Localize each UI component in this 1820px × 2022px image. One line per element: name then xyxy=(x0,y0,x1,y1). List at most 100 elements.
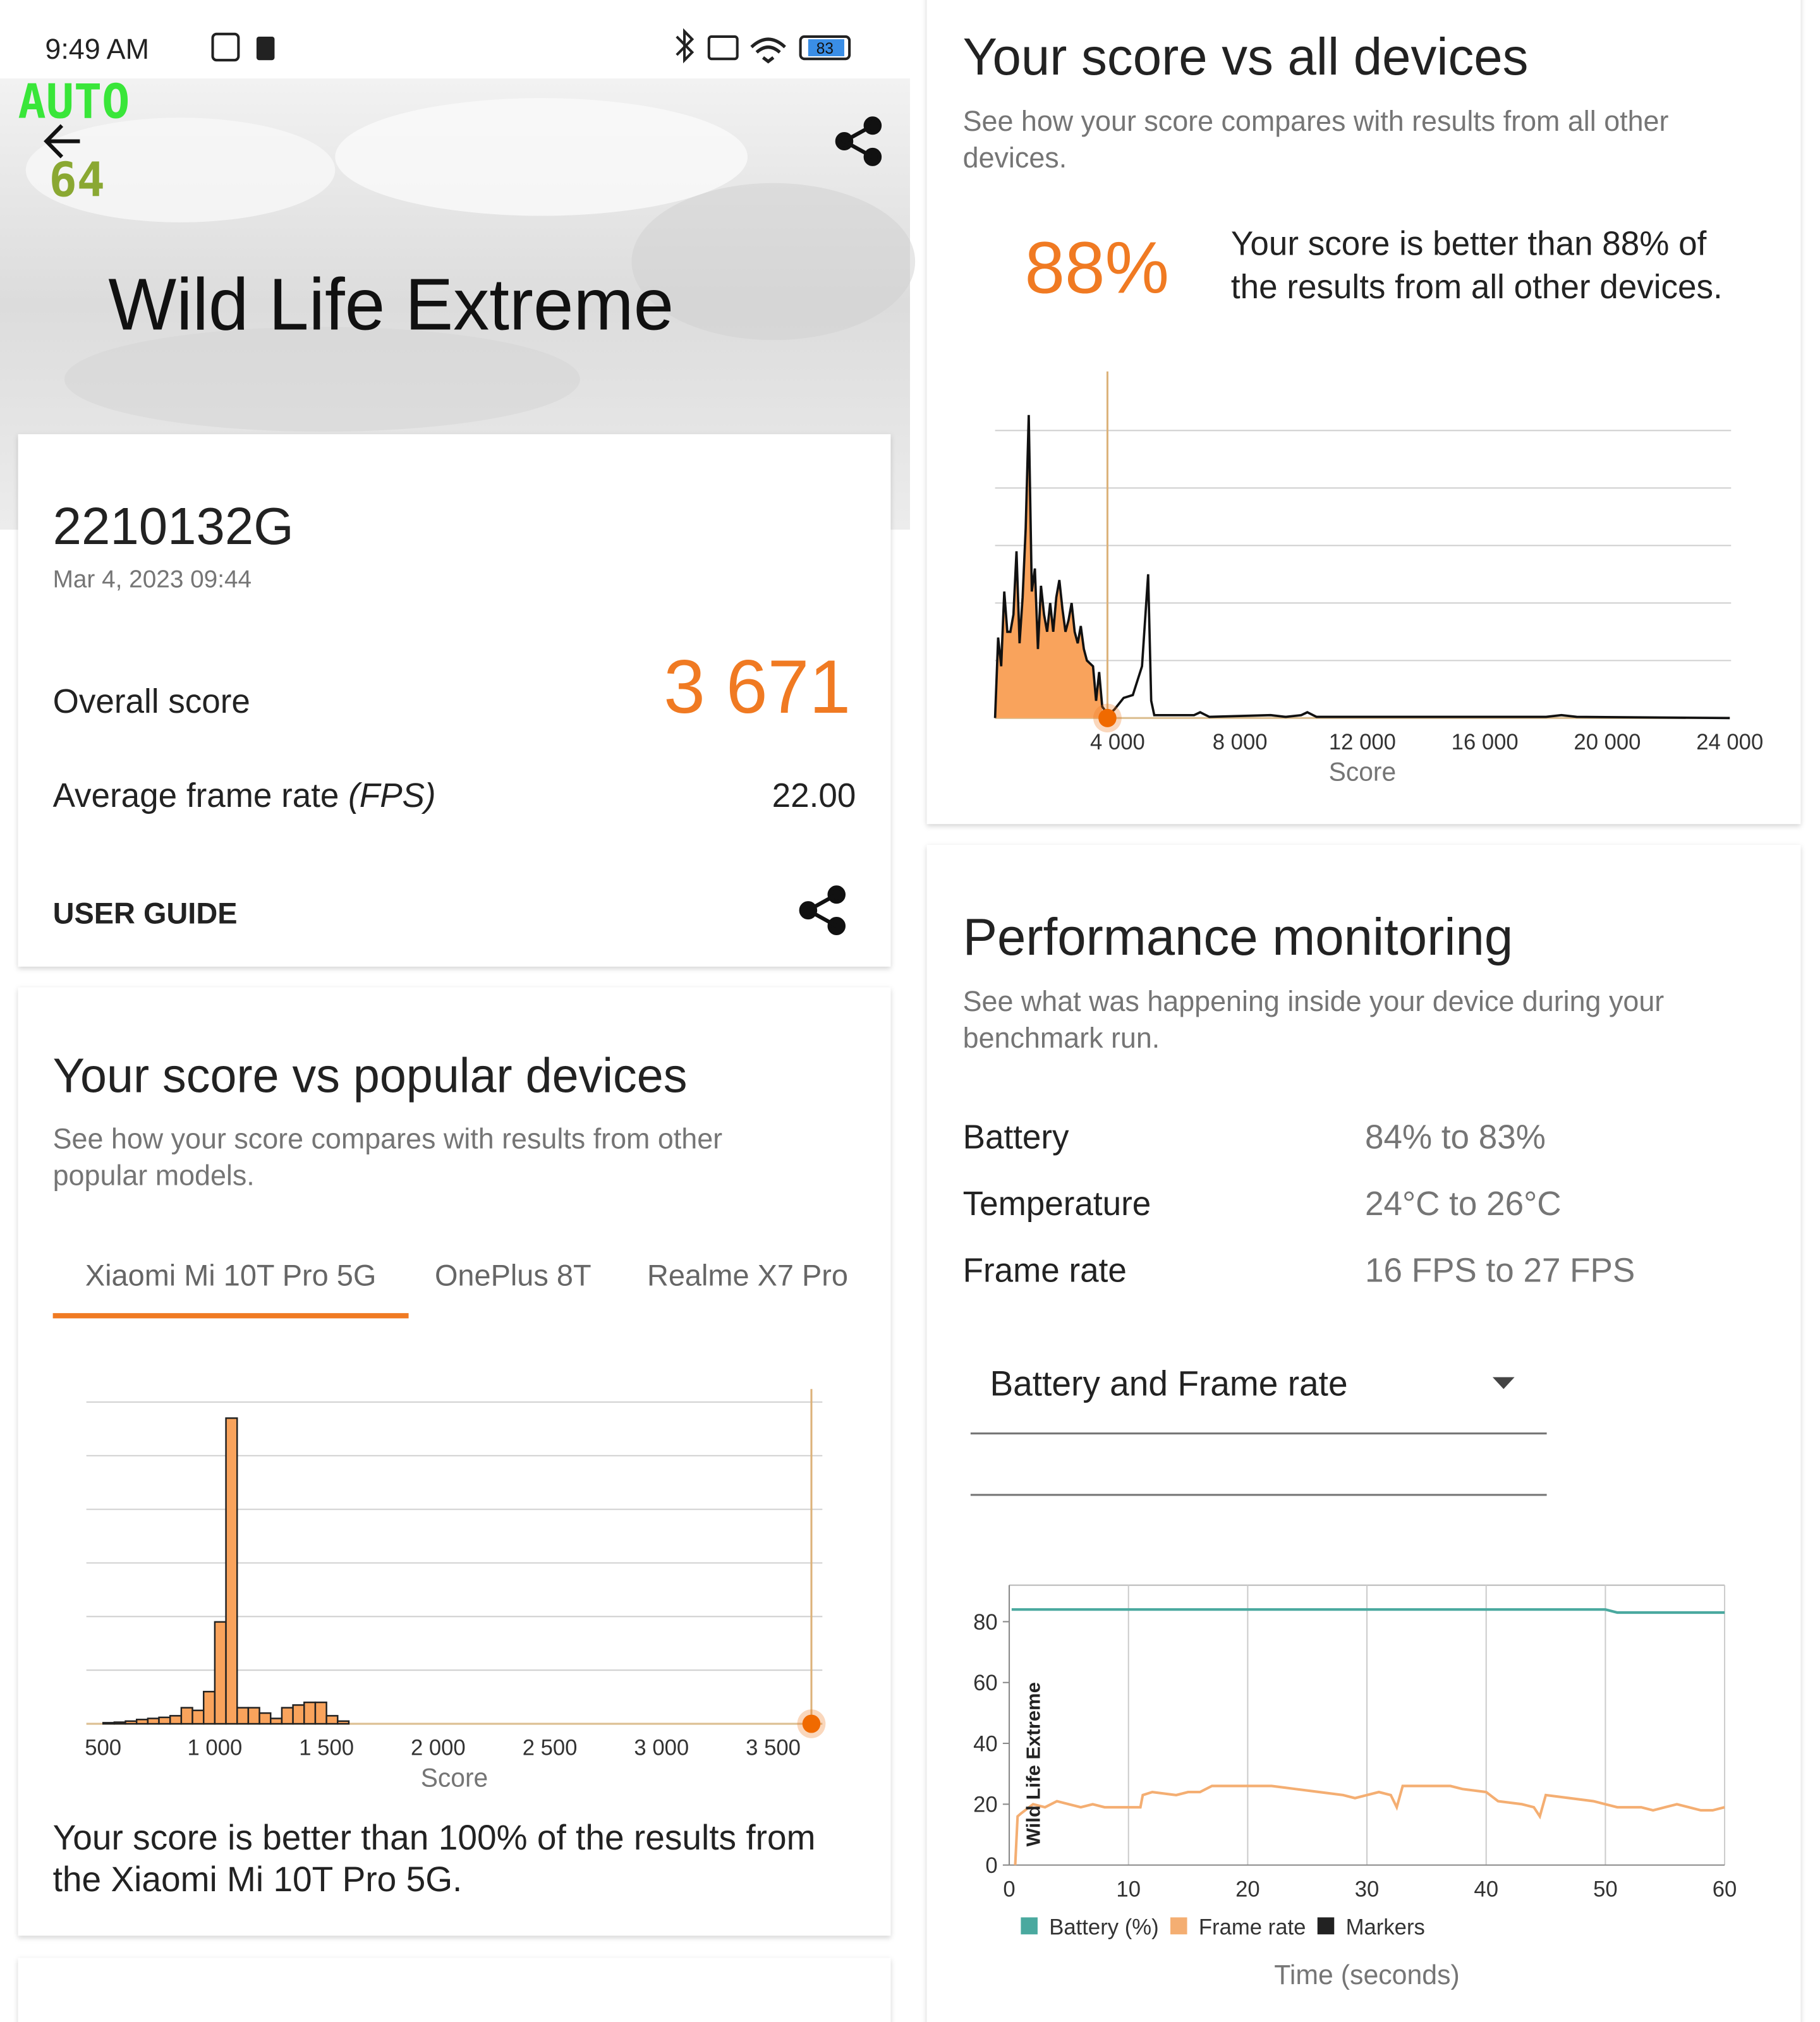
all-devices-summary: Your score is better than 88% of xyxy=(1231,225,1707,262)
x-axis-title: Time (seconds) xyxy=(1274,1960,1459,1990)
monitoring-chart: 0 10 20 30 40 50 60 0 20 40 60 80 Wild Life Extreme B… xyxy=(973,1584,1737,1990)
marker-label: Wild Life Extreme xyxy=(1022,1682,1045,1846)
all-devices-summary: the results from all other devices. xyxy=(1231,269,1723,306)
status-bar: 9:49 AM 83 xyxy=(45,28,851,65)
x-tick-label: 60 xyxy=(1713,1877,1737,1901)
popular-chart: 500 1 000 1 500 2 000 2 500 3 000 3 500 Score xyxy=(85,1389,826,1792)
device-tab[interactable]: Xiaomi Mi 10T Pro 5G xyxy=(85,1259,377,1292)
row-label: Battery xyxy=(963,1118,1069,1156)
bluetooth-icon xyxy=(676,28,695,64)
row-value: 16 FPS to 27 FPS xyxy=(1365,1252,1635,1289)
legend-label: Battery (%) xyxy=(1049,1915,1158,1939)
histogram-bar xyxy=(102,1722,116,1725)
popular-subtitle: See how your score compares with results… xyxy=(53,1122,722,1154)
battery-icon xyxy=(799,35,851,61)
sim-icon xyxy=(707,35,739,61)
score-marker xyxy=(1098,708,1117,727)
sd-icon xyxy=(256,36,275,61)
legend-swatch xyxy=(1170,1917,1187,1935)
row-label: Temperature xyxy=(963,1185,1151,1223)
histogram-bar xyxy=(236,1707,250,1725)
x-tick-label: 3 000 xyxy=(634,1736,689,1760)
x-axis-title: Score xyxy=(421,1763,488,1792)
device-tab[interactable]: Realme X7 Pro xyxy=(647,1259,848,1292)
distribution-line xyxy=(993,415,1730,720)
back-button[interactable] xyxy=(44,124,80,159)
series-line xyxy=(1014,1784,1725,1865)
overall-score: 3 671 xyxy=(664,645,851,729)
device-tab[interactable]: OnePlus 8T xyxy=(435,1259,592,1292)
all-devices-chart: 4 000 8 000 12 000 16 000 20 000 24 000 Score xyxy=(993,371,1763,787)
x-tick-label: 8 000 xyxy=(1213,730,1268,754)
histogram-bar xyxy=(258,1712,272,1725)
histogram-bar xyxy=(325,1715,339,1725)
all-devices-subtitle: devices. xyxy=(963,142,1067,174)
histogram-bar xyxy=(147,1717,160,1725)
x-tick-label: 3 500 xyxy=(746,1736,801,1760)
histogram-bar xyxy=(270,1717,283,1725)
popular-title: Your score vs popular devices xyxy=(53,1049,688,1103)
wifi-icon xyxy=(750,37,786,64)
dropdown-arrow[interactable] xyxy=(1492,1377,1515,1389)
score-marker xyxy=(802,1714,821,1733)
histogram-bar xyxy=(292,1704,305,1725)
overlay-line-2: 64 xyxy=(49,153,105,208)
fps-label: Average frame rate (FPS) xyxy=(53,777,436,814)
row-value: 84% to 83% xyxy=(1365,1118,1546,1156)
x-tick-label: 30 xyxy=(1355,1877,1380,1901)
monitoring-subtitle: See what was happening inside your devic… xyxy=(963,985,1665,1017)
y-tick-label: 80 xyxy=(973,1610,998,1635)
overlay-line-1: AUTO xyxy=(18,75,130,130)
result-card xyxy=(18,434,891,967)
y-tick-label: 60 xyxy=(973,1671,998,1695)
percentile: 88% xyxy=(1024,227,1169,309)
histogram-bar xyxy=(247,1707,260,1725)
y-tick-label: 20 xyxy=(973,1793,998,1817)
y-tick-label: 40 xyxy=(973,1731,998,1756)
histogram-bar xyxy=(202,1690,216,1725)
histogram-bar xyxy=(124,1720,138,1725)
x-tick-label: 2 500 xyxy=(523,1736,578,1760)
y-tick-label: 0 xyxy=(985,1853,997,1878)
next-card xyxy=(18,1958,891,2022)
histogram-bar xyxy=(158,1716,171,1725)
histogram-bar xyxy=(135,1719,149,1725)
monitoring-title: Performance monitoring xyxy=(963,908,1514,966)
share-button[interactable] xyxy=(835,116,882,166)
tab-indicator xyxy=(52,1313,409,1319)
series-line xyxy=(1011,1608,1725,1614)
histogram-bar xyxy=(314,1701,327,1725)
x-tick-label: 16 000 xyxy=(1452,730,1519,754)
legend-swatch xyxy=(1317,1917,1335,1935)
user-guide-button[interactable]: USER GUIDE xyxy=(53,897,238,930)
x-tick-label: 2 000 xyxy=(411,1736,466,1760)
histogram-bar xyxy=(113,1721,126,1725)
popular-card xyxy=(18,987,891,1936)
row-value: 24°C to 26°C xyxy=(1365,1185,1562,1223)
all-devices-title: Your score vs all devices xyxy=(963,28,1529,86)
page-title: Wild Life Extreme xyxy=(108,264,674,346)
area-fill xyxy=(995,415,1103,718)
x-tick-label: 4 000 xyxy=(1090,730,1145,754)
row-label: Frame rate xyxy=(963,1252,1127,1289)
card-share-button[interactable] xyxy=(799,885,846,935)
fps-value: 22.00 xyxy=(772,777,856,814)
x-tick-label: 1 000 xyxy=(188,1736,243,1760)
x-tick-label: 10 xyxy=(1116,1877,1141,1901)
legend-label: Frame rate xyxy=(1199,1915,1306,1939)
nfc-icon xyxy=(211,32,240,62)
legend-label: Markers xyxy=(1346,1915,1425,1939)
device-name: 2210132G xyxy=(53,498,294,556)
histogram-bar xyxy=(337,1720,350,1725)
x-tick-label: 12 000 xyxy=(1329,730,1396,754)
legend-swatch xyxy=(1021,1917,1038,1935)
chart-selector[interactable]: Battery and Frame rate xyxy=(990,1364,1347,1403)
x-tick-label: 0 xyxy=(1003,1877,1015,1901)
x-tick-label: 500 xyxy=(85,1736,121,1760)
histogram-bar xyxy=(303,1701,317,1725)
fps-unit: (FPS) xyxy=(348,777,435,814)
x-axis-title: Score xyxy=(1329,757,1397,786)
battery-level: 83 xyxy=(816,40,834,58)
status-time: 9:49 AM xyxy=(45,33,149,65)
